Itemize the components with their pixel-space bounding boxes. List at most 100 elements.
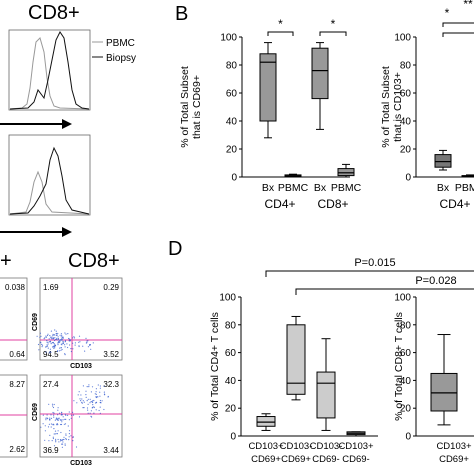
scatter-dot — [107, 395, 109, 398]
flow-legend: PBMC Biopsy — [92, 38, 136, 64]
scatter-dot — [46, 414, 48, 416]
scatter-dot — [72, 414, 75, 416]
scatter-dot — [47, 418, 49, 420]
scatter-dot — [92, 342, 94, 344]
scatter-1-tl: 1.69 — [43, 283, 59, 292]
scatter-1-bl: 94.5 — [43, 350, 59, 359]
scatter-dot — [101, 400, 103, 402]
scatter-dot — [78, 335, 81, 337]
scatter-dot — [57, 407, 59, 409]
scatter-dot — [89, 344, 91, 347]
scatter-dot — [81, 398, 83, 400]
d-bracket-0 — [265, 270, 474, 277]
scatter-dot — [44, 430, 47, 432]
scatter-dot — [49, 335, 51, 337]
scatter-dot — [67, 333, 69, 335]
scatter-dot — [65, 437, 67, 440]
scatter-dot — [51, 337, 53, 339]
scatter-dot — [63, 423, 65, 425]
chart-d-left: 0 20 40 60 80 100 % of Total CD4+ T cells CD103… — [209, 257, 474, 465]
scatter-dot — [57, 332, 59, 335]
scatter-dot — [59, 334, 61, 336]
scatter-dot — [72, 440, 74, 442]
histogram-pbmc-curve — [9, 37, 90, 110]
scatter-dot — [47, 426, 50, 428]
scatter-dot — [38, 349, 40, 351]
histogram-biopsy-curve-2 — [9, 146, 90, 215]
scatter-dot — [67, 346, 69, 349]
scatter-dot — [70, 417, 72, 419]
scatter-dot — [75, 446, 78, 448]
scatter-dot — [49, 348, 52, 350]
b-left-ylabel-line-1: that is CD69+ — [191, 75, 203, 139]
scatter-dot — [56, 350, 59, 353]
scatter-dot — [56, 424, 58, 426]
scatter-dot — [55, 440, 57, 442]
scatter-dot — [52, 346, 54, 348]
scatter-dot — [89, 402, 91, 404]
b-left-group-1: CD8+ — [317, 197, 348, 211]
scatter-dot — [95, 409, 97, 411]
scatter-dot — [63, 438, 65, 441]
scatter-dot — [50, 337, 52, 339]
scatter-dot — [61, 348, 63, 351]
d-left-box-2 — [316, 371, 336, 419]
scatter-dot — [93, 412, 95, 414]
scatter-dot — [58, 417, 60, 419]
scatter-1-xlabel: CD103 — [70, 363, 92, 370]
scatter-dot — [82, 385, 84, 387]
scatter-1-ylabel: CD69 — [32, 313, 39, 331]
scatter-dot — [82, 400, 84, 402]
scatter-dot — [60, 419, 62, 421]
d-left-box-1 — [286, 324, 306, 395]
scatter-dot — [90, 410, 92, 412]
b-right-bracket-0 — [442, 22, 474, 27]
scatter-dot — [72, 436, 74, 438]
scatter-dot — [64, 418, 66, 420]
scatter-dot — [53, 343, 56, 345]
scatter-dot — [42, 414, 44, 416]
scatter-dot — [62, 439, 64, 441]
scatter-dot — [78, 391, 80, 393]
b-right-group-0: CD4+ — [439, 197, 470, 211]
scatter-dot — [62, 419, 64, 421]
scatter-dot — [53, 428, 55, 430]
scatter-dot — [61, 334, 63, 336]
scatter-dot — [66, 343, 68, 345]
scatter-dot — [86, 340, 88, 342]
scatter-dot — [45, 336, 48, 338]
scatter-dot — [62, 416, 64, 418]
scatter-dot — [89, 412, 91, 414]
scatter-dot — [73, 337, 76, 339]
scatter-dot — [53, 433, 55, 435]
scatter-dot — [61, 338, 63, 340]
scatter-dot — [36, 335, 38, 337]
d-right-xtick-0-a: CD103+ — [436, 441, 472, 452]
d-right-ytick-label-4: 80 — [400, 320, 412, 331]
scatter-dot — [86, 342, 88, 344]
scatter-dot — [100, 402, 102, 404]
d-left-xtick-3-a: CD103+ — [338, 441, 374, 452]
scatter-dot — [47, 341, 49, 343]
d-right-ytick-label-1: 20 — [400, 404, 412, 415]
scatter-dot — [45, 346, 48, 348]
d-left-ytick-label-5: 100 — [219, 293, 236, 304]
d-right-ytick-label-2: 40 — [400, 376, 412, 387]
scatter-dot — [46, 344, 48, 346]
scatter-dot — [45, 419, 47, 421]
scatter-dot — [49, 434, 51, 436]
scatter-dot — [79, 398, 81, 400]
scatter-dot — [58, 342, 60, 344]
scatter-dot — [64, 413, 66, 415]
scatter-dot — [49, 417, 51, 419]
scatter-dot — [83, 401, 85, 403]
scatter-dot — [57, 419, 59, 421]
scatter-2-tr: 32.3 — [103, 380, 119, 389]
scatter-dot — [103, 385, 105, 387]
scatter-dot — [60, 349, 62, 351]
scatter-dot — [92, 401, 94, 404]
b-right-ytick-label-2: 40 — [400, 117, 412, 128]
scatter-dot — [57, 414, 59, 416]
scatter-dot — [85, 396, 87, 398]
